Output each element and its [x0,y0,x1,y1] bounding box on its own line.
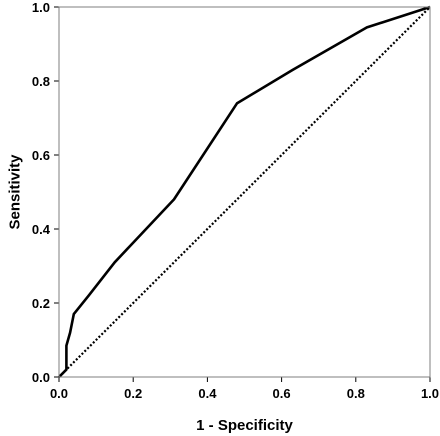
y-tick-label: 0.2 [32,296,50,311]
plot-frame [58,6,431,378]
x-tick-label: 1.0 [421,386,439,401]
x-tick-label: 0.2 [124,386,142,401]
x-tick-label: 0.4 [198,386,217,401]
x-tick-label: 0.6 [273,386,291,401]
y-tick-label: 0.8 [32,74,50,89]
y-tick-label: 1.0 [32,0,50,15]
series-lines [58,5,431,378]
y-tick-label: 0.4 [32,222,51,237]
tick-labels: 0.0 0.2 0.4 0.6 0.8 1.0 0.0 0.2 0.4 0.6 0.8 1.0 [32,0,439,401]
x-tick-label: 0.8 [347,386,365,401]
reference-diagonal-line [58,6,431,378]
y-tick-label: 0.6 [32,148,50,163]
y-axis-title: Sensitivity [6,154,23,230]
x-axis-title: 1 - Specificity [196,417,293,434]
x-tick-label: 0.0 [50,386,68,401]
roc-curve [58,5,431,378]
y-tick-label: 0.0 [32,370,50,385]
tick-marks [54,6,431,382]
